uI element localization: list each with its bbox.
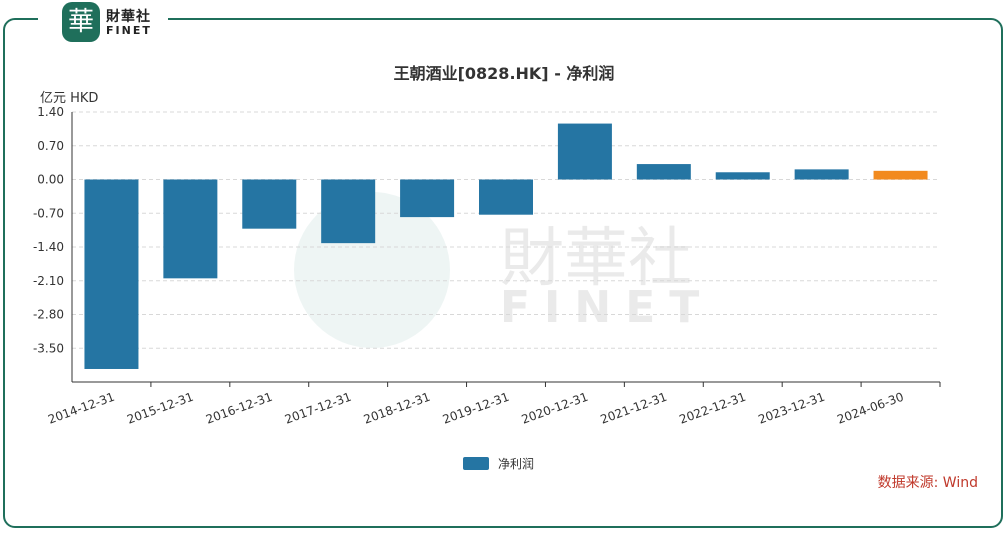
y-tick-label: -2.80: [33, 308, 64, 322]
x-tick-label: 2019-12-31: [441, 390, 511, 427]
x-tick-label: 2022-12-31: [677, 390, 747, 427]
bar-2014-12-31[interactable]: [84, 179, 139, 369]
bar-2017-12-31[interactable]: [321, 179, 376, 244]
bar-2022-12-31[interactable]: [715, 172, 770, 180]
bars: [84, 123, 928, 369]
bar-2024-06-30[interactable]: [873, 170, 928, 180]
y-tick-label: 0.70: [37, 139, 64, 153]
y-tick-label: 1.40: [37, 105, 64, 119]
x-tick-labels: 2014-12-31 2015-12-31 2016-12-31 2017-12-31…: [46, 390, 905, 427]
axes: [71, 112, 941, 387]
bar-2016-12-31[interactable]: [242, 179, 297, 229]
y-tick-label: -0.70: [33, 206, 64, 220]
data-source: 数据来源: Wind: [877, 475, 978, 491]
y-tick-label: -2.10: [33, 274, 64, 288]
y-tick-labels: 1.40 0.70 0.00 -0.70 -1.40 -2.10 -2.80 -3.50: [33, 105, 64, 355]
bar-2023-12-31[interactable]: [794, 169, 849, 180]
legend-label: 净利润: [498, 457, 535, 471]
finet-logo: 華 財華社 FINET: [38, 0, 168, 46]
bar-2015-12-31[interactable]: [163, 179, 218, 279]
x-tick-label: 2016-12-31: [204, 390, 274, 427]
bar-2020-12-31[interactable]: [557, 123, 612, 180]
watermark-en: FINET: [500, 282, 713, 333]
x-tick-label: 2015-12-31: [125, 390, 195, 427]
logo-badge: 華: [62, 2, 100, 42]
x-tick-label: 2018-12-31: [362, 390, 432, 427]
watermark-cn: 財華社: [500, 222, 692, 296]
chart-title: 王朝酒业[0828.HK] - 净利润: [393, 64, 615, 83]
legend-swatch: [463, 457, 489, 470]
x-tick-label: 2023-12-31: [756, 390, 826, 427]
logo-name-en: FINET: [106, 24, 152, 37]
y-tick-label: -3.50: [33, 341, 64, 355]
bar-2019-12-31[interactable]: [479, 179, 533, 215]
bar-2018-12-31[interactable]: [400, 179, 455, 218]
x-tick-label: 2024-06-30: [835, 390, 905, 427]
x-tick-label: 2021-12-31: [599, 390, 669, 427]
y-tick-label: -1.40: [33, 240, 64, 254]
x-tick-label: 2017-12-31: [283, 390, 353, 427]
y-tick-label: 0.00: [37, 173, 64, 187]
x-tick-label: 2020-12-31: [520, 390, 590, 427]
logo-name-cn: 財華社: [106, 9, 151, 25]
y-axis-unit: 亿元 HKD: [40, 91, 99, 106]
bar-2021-12-31[interactable]: [636, 164, 691, 180]
x-tick-label: 2014-12-31: [46, 390, 116, 427]
